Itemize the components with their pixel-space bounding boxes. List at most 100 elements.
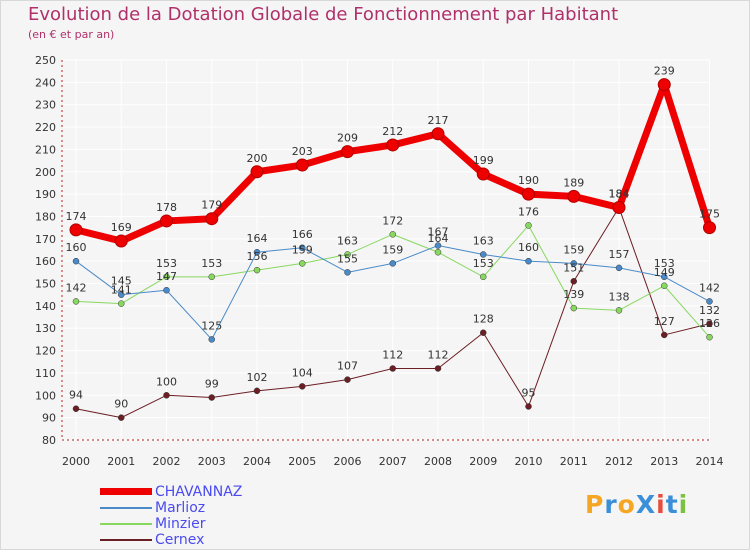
data-label-minzier: 153	[473, 257, 494, 270]
data-point-chavannaz	[205, 212, 219, 226]
data-label-cernex: 90	[114, 398, 128, 411]
data-point-cernex	[299, 383, 306, 390]
data-point-minzier	[706, 333, 713, 341]
plot-area	[62, 60, 710, 440]
data-label-cernex: 95	[522, 386, 536, 399]
y-tick-label: 100	[35, 389, 56, 402]
legend-item-chavannaz: CHAVANNAZ	[100, 484, 360, 500]
x-tick-label: 2005	[288, 455, 316, 468]
data-point-chavannaz	[431, 127, 445, 141]
x-tick-label: 2000	[62, 455, 90, 468]
data-label-marlioz: 164	[247, 232, 268, 245]
y-tick-label: 130	[35, 322, 56, 335]
x-tick-label: 2003	[198, 455, 226, 468]
data-label-marlioz: 160	[518, 241, 539, 254]
data-label-chavannaz: 175	[699, 208, 720, 221]
legend-item-marlioz: Marlioz	[100, 500, 360, 516]
y-tick-label: 140	[35, 300, 56, 313]
data-label-minzier: 126	[699, 317, 720, 330]
data-label-chavannaz: 190	[518, 174, 539, 187]
x-tick-label: 2002	[153, 455, 181, 468]
data-label-cernex: 99	[205, 378, 219, 391]
data-label-cernex: 128	[473, 313, 494, 326]
x-tick-label: 2008	[424, 455, 452, 468]
data-point-chavannaz	[114, 234, 128, 248]
data-point-minzier	[344, 251, 351, 258]
data-point-marlioz	[118, 291, 125, 298]
data-point-chavannaz	[295, 158, 309, 172]
data-label-cernex: 104	[292, 366, 313, 379]
legend-swatch-marlioz	[100, 507, 152, 509]
legend-label-marlioz: Marlioz	[155, 500, 206, 516]
x-tick-label: 2001	[107, 455, 135, 468]
data-point-marlioz	[480, 251, 487, 258]
data-point-marlioz	[661, 273, 668, 281]
data-point-chavannaz	[69, 223, 83, 237]
legend-swatch-chavannaz	[100, 488, 152, 495]
data-label-marlioz: 166	[292, 228, 313, 241]
logo-letter: i	[678, 490, 689, 519]
y-tick-label: 210	[35, 143, 56, 156]
x-tick-label: 2011	[560, 455, 588, 468]
data-point-marlioz	[344, 269, 351, 276]
x-tick-label: 2009	[469, 455, 497, 468]
x-tick-label: 2013	[650, 455, 678, 468]
legend-label-chavannaz: CHAVANNAZ	[155, 484, 243, 500]
data-point-minzier	[208, 273, 215, 281]
data-label-chavannaz: 212	[382, 125, 403, 138]
chart-title: Evolution de la Dotation Globale de Fonc…	[28, 4, 619, 25]
data-label-cernex: 112	[428, 348, 449, 361]
data-label-chavannaz: 217	[428, 114, 449, 127]
data-point-marlioz	[72, 257, 80, 265]
data-label-chavannaz: 239	[654, 65, 675, 78]
data-point-marlioz	[615, 264, 623, 272]
data-label-cernex: 102	[247, 371, 268, 384]
data-label-minzier: 156	[247, 250, 268, 263]
data-label-minzier: 141	[111, 284, 132, 297]
data-label-cernex: 107	[337, 360, 358, 373]
data-point-marlioz	[525, 257, 532, 265]
data-label-minzier: 153	[201, 257, 222, 270]
y-tick-label: 80	[42, 434, 56, 447]
chart-subtitle: (en € et par an)	[28, 28, 115, 41]
data-point-minzier	[525, 222, 532, 229]
x-tick-label: 2004	[243, 455, 271, 468]
data-point-marlioz	[163, 286, 170, 294]
logo-letter: o	[617, 490, 636, 519]
y-tick-label: 150	[35, 278, 56, 291]
data-point-cernex	[344, 376, 351, 383]
logo-letter: X	[635, 490, 657, 519]
data-label-minzier: 164	[428, 232, 449, 245]
data-label-cernex: 132	[699, 304, 720, 317]
data-label-cernex: 184	[609, 188, 630, 201]
data-point-cernex	[434, 365, 442, 372]
data-point-cernex	[118, 414, 125, 421]
data-point-marlioz	[434, 242, 442, 249]
data-label-marlioz: 159	[382, 243, 403, 256]
logo-letter: r	[604, 490, 618, 519]
data-label-minzier: 172	[382, 214, 403, 227]
y-tick-label: 240	[35, 76, 56, 89]
data-point-minzier	[570, 304, 577, 312]
x-tick-label: 2010	[515, 455, 543, 468]
y-tick-label: 160	[35, 255, 56, 268]
x-tick-label: 2014	[696, 455, 724, 468]
data-point-minzier	[163, 273, 170, 281]
proxiti-logo: ProXiti	[585, 490, 688, 519]
data-point-cernex	[389, 365, 396, 372]
data-point-chavannaz	[657, 78, 671, 92]
data-label-minzier: 139	[563, 288, 584, 301]
data-point-minzier	[72, 298, 80, 305]
logo-letter: P	[585, 490, 605, 519]
y-tick-label: 220	[35, 121, 56, 134]
y-tick-label: 180	[35, 210, 56, 223]
data-point-chavannaz	[341, 145, 354, 159]
data-label-chavannaz: 189	[563, 176, 584, 189]
data-label-cernex: 151	[563, 261, 584, 274]
logo-letter: i	[656, 490, 666, 519]
y-tick-label: 250	[35, 54, 56, 67]
data-label-marlioz: 157	[609, 248, 630, 261]
data-point-chavannaz	[612, 201, 626, 215]
data-point-marlioz	[706, 298, 713, 305]
